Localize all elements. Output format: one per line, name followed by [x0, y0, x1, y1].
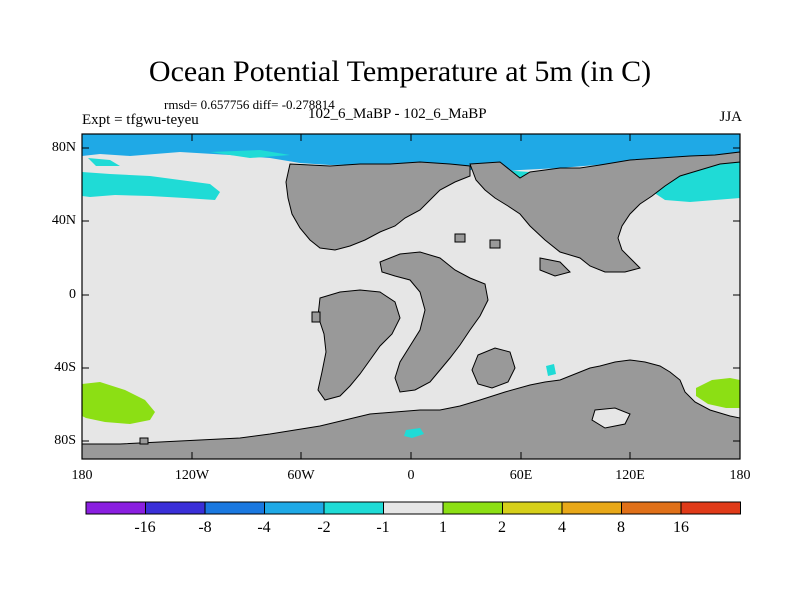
- island-c: [311, 311, 321, 323]
- cb-box-2: [145, 501, 206, 515]
- lat-tick-marks: [82, 147, 740, 442]
- lon-label-120w: 120W: [174, 468, 210, 483]
- southern-landmass: [81, 359, 741, 460]
- island-b: [539, 257, 571, 277]
- stats-line: rmsd= 0.657756 diff= -0.278814: [164, 97, 335, 112]
- land-masses: [81, 151, 741, 460]
- arctic-cooling-edge: [210, 150, 530, 190]
- season-label: JJA: [719, 109, 742, 125]
- north-pacific-cooling-region: [82, 172, 220, 200]
- experiment-label: Expt = tfgwu-teyeu: [82, 112, 199, 128]
- cb-box-6: [383, 501, 444, 515]
- north-atlantic-cooling-region: [650, 158, 740, 202]
- lat-label-0: 0: [69, 287, 76, 302]
- cb-box-11: [680, 501, 741, 515]
- arctic-cooling-region: [82, 134, 740, 172]
- cb-label-10: 16: [673, 519, 689, 536]
- lon-label-60e: 60E: [509, 468, 533, 483]
- lon-tick-marks: [81, 134, 741, 459]
- island-e: [139, 437, 149, 445]
- cb-label-4: -2: [317, 519, 331, 536]
- north-pacific-cooling-west: [88, 158, 120, 166]
- cb-box-5: [323, 501, 384, 515]
- southwest-landmass: [317, 289, 401, 401]
- cooling-spot-b: [546, 364, 556, 376]
- island-f: [489, 239, 501, 249]
- cb-label-2: -8: [198, 519, 212, 536]
- lon-label-0: 0: [407, 468, 415, 483]
- western-continent: [285, 161, 471, 251]
- map-title: Ocean Potential Temperature at 5m (in C): [148, 55, 652, 88]
- lon-label-60w: 60W: [287, 468, 315, 483]
- runs-label: 102_6_MaBP - 102_6_MaBP: [308, 106, 487, 122]
- cb-box-9: [561, 501, 622, 515]
- cb-label-8: 4: [558, 519, 566, 536]
- cb-label-9: 8: [617, 519, 625, 536]
- lat-label-40n: 40N: [51, 213, 76, 228]
- lat-label-80s: 80S: [54, 433, 76, 448]
- cb-box-10: [621, 501, 682, 515]
- island-a: [471, 347, 516, 389]
- cb-box-3: [204, 501, 265, 515]
- southwest-pacific-warming-region: [696, 378, 740, 408]
- eastern-continent: [469, 151, 741, 273]
- southern-inlet: [591, 407, 631, 429]
- lon-label-180w: 180: [71, 468, 93, 483]
- cb-box-4: [264, 501, 325, 515]
- lat-label-80n: 80N: [51, 140, 76, 155]
- island-d: [454, 233, 466, 243]
- south-pacific-warming-region: [82, 382, 155, 424]
- cb-box-1: [85, 501, 146, 515]
- cb-label-3: -4: [257, 519, 271, 536]
- cb-label-6: 1: [439, 519, 447, 536]
- central-landmass: [379, 251, 489, 393]
- lon-label-120e: 120E: [615, 468, 645, 483]
- cooling-spot-a: [404, 428, 424, 438]
- cb-label-5: -1: [376, 519, 390, 536]
- cb-label-7: 2: [498, 519, 506, 536]
- cb-label-1: -16: [134, 519, 156, 536]
- lon-label-180e: 180: [729, 468, 751, 483]
- cb-box-8: [502, 501, 563, 515]
- colorbar: [85, 501, 741, 515]
- lat-label-40s: 40S: [54, 360, 76, 375]
- cb-box-7: [442, 501, 503, 515]
